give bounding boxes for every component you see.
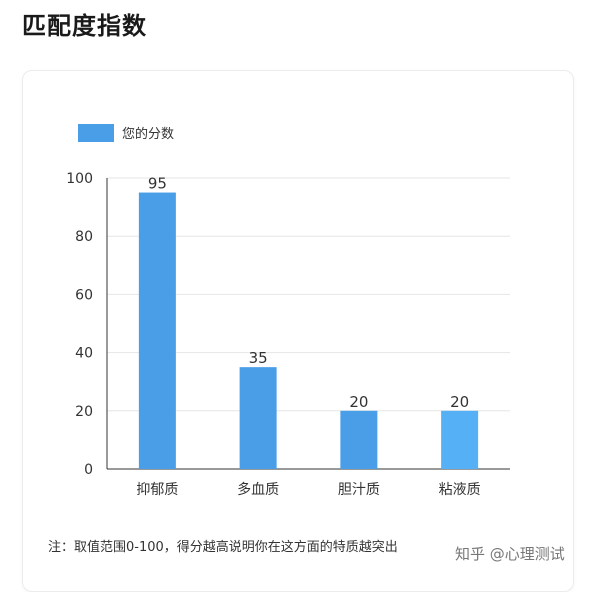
x-tick-label: 粘液质 <box>439 482 481 498</box>
bar-value-label: 20 <box>450 393 469 411</box>
x-tick-label: 多血质 <box>237 481 279 498</box>
y-tick-label: 100 <box>66 171 93 187</box>
bar-value-label: 95 <box>148 175 167 193</box>
x-tick-label: 胆汁质 <box>338 482 380 498</box>
chart-legend[interactable]: 您的分数 <box>78 123 174 142</box>
bar <box>239 367 277 469</box>
y-tick-label: 80 <box>75 229 93 245</box>
x-tick-label: 抑郁质 <box>136 482 178 498</box>
y-tick-label: 0 <box>84 462 93 478</box>
chart-card <box>22 70 574 592</box>
page-title: 匹配度指数 <box>22 12 147 40</box>
bar-value-label: 35 <box>249 349 268 367</box>
watermark: 知乎 @心理测试 <box>455 545 565 563</box>
bar-value-label: 20 <box>349 393 368 411</box>
bar <box>138 192 176 470</box>
bar-chart: 0 20 40 60 80 100 95 抑郁质 35 多血质 20 胆汁质 20 粘液质 <box>66 171 510 498</box>
bar <box>340 410 378 469</box>
bar <box>441 410 479 469</box>
legend-swatch <box>78 123 114 142</box>
range-note: 注：取值范围0-100，得分越高说明你在这方面的特质越突出 <box>48 540 398 555</box>
legend-label: 您的分数 <box>122 127 175 142</box>
y-tick-label: 20 <box>75 404 93 420</box>
y-tick-label: 40 <box>75 346 93 362</box>
y-tick-label: 60 <box>75 287 93 303</box>
